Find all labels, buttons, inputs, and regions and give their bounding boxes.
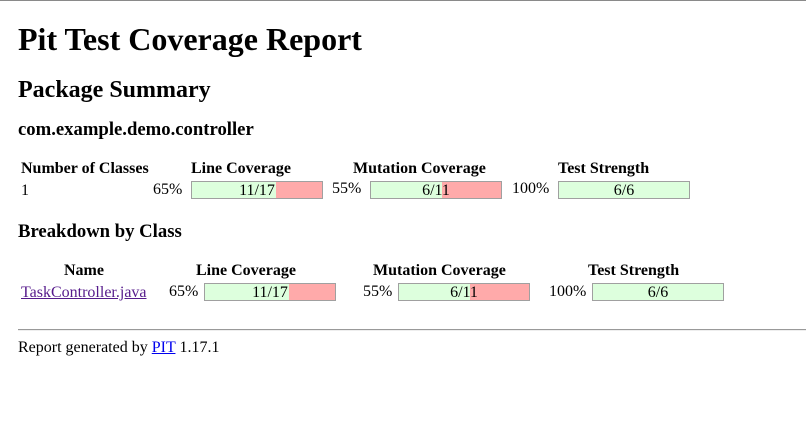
line-coverage-bar: 11/17 (204, 283, 336, 301)
mutation-coverage-fill (371, 182, 442, 198)
mutation-coverage-bar: 6/11 (398, 283, 530, 301)
header-mutation-coverage: Mutation Coverage (373, 262, 506, 279)
footer-divider (18, 329, 806, 331)
mutation-coverage-bar: 6/11 (370, 181, 502, 199)
number-of-classes-value: 1 (21, 182, 29, 199)
header-name: Name (64, 262, 104, 279)
test-strength-ratio: 6/6 (613, 182, 635, 199)
footer-version: 1.17.1 (179, 339, 220, 356)
test-strength-bar: 6/6 (558, 181, 690, 199)
line-coverage-bar: 11/17 (191, 181, 323, 199)
line-coverage-percent: 65% (169, 283, 199, 300)
mutation-coverage-percent: 55% (332, 180, 362, 197)
line-coverage-percent: 65% (153, 181, 183, 198)
footer-prefix: Report generated by (18, 339, 148, 356)
footer: Report generated by PIT 1.17.1 (18, 339, 219, 357)
pit-link[interactable]: PIT (151, 339, 176, 356)
mutation-coverage-fill (399, 284, 470, 300)
test-strength-fill (559, 182, 689, 198)
page-title: Pit Test Coverage Report (18, 21, 362, 57)
header-test-strength: Test Strength (558, 160, 650, 177)
package-summary-heading: Package Summary (18, 77, 211, 103)
mutation-coverage-percent: 55% (363, 283, 393, 300)
line-coverage-fill (192, 182, 277, 198)
test-strength-fill (593, 284, 723, 300)
mutation-coverage-ratio: 6/11 (450, 284, 478, 301)
line-coverage-fill (205, 284, 290, 300)
test-strength-percent: 100% (549, 283, 587, 300)
mutation-coverage-ratio: 6/11 (422, 182, 450, 199)
class-link-taskcontroller[interactable]: TaskController.java (21, 284, 147, 301)
test-strength-percent: 100% (512, 180, 550, 197)
test-strength-bar: 6/6 (592, 283, 724, 301)
breakdown-heading: Breakdown by Class (18, 221, 182, 242)
header-number-of-classes: Number of Classes (21, 160, 149, 177)
header-test-strength: Test Strength (588, 262, 680, 279)
test-strength-ratio: 6/6 (647, 284, 669, 301)
header-line-coverage: Line Coverage (191, 160, 291, 177)
line-coverage-ratio: 11/17 (252, 284, 288, 301)
header-line-coverage: Line Coverage (196, 262, 296, 279)
package-name: com.example.demo.controller (18, 119, 254, 140)
header-mutation-coverage: Mutation Coverage (353, 160, 486, 177)
line-coverage-ratio: 11/17 (239, 182, 275, 199)
